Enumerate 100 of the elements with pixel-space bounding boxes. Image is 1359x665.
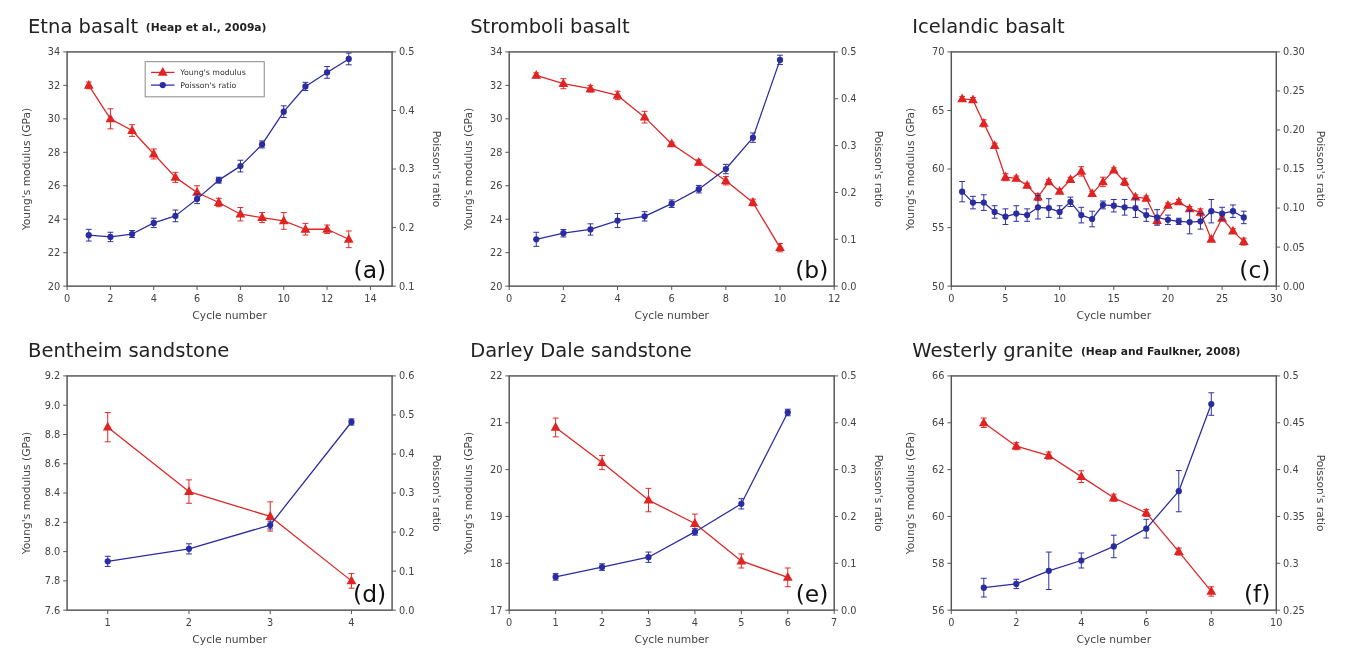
- y-tick-label: 24: [489, 213, 503, 225]
- y2-axis-title: Poisson's ratio: [872, 454, 886, 532]
- x-tick-label: 14: [364, 292, 377, 304]
- point: [782, 572, 793, 581]
- y-axis-title: Young's modulus (GPa): [462, 107, 476, 232]
- y-axis-title: Young's modulus (GPa): [904, 431, 918, 556]
- y-tick-label: 60: [932, 510, 945, 522]
- y-tick-label: 7.8: [44, 575, 61, 587]
- x-tick-label: 2: [1013, 616, 1020, 628]
- y2-tick-label: 0.20: [1283, 124, 1305, 136]
- y2-tick-label: 0.1: [398, 280, 415, 292]
- y2-tick-label: 0.1: [841, 233, 857, 245]
- point: [959, 188, 966, 195]
- point: [1045, 567, 1052, 574]
- point: [1108, 164, 1119, 174]
- point: [957, 93, 968, 103]
- x-tick-label: 12: [827, 292, 841, 304]
- point: [184, 486, 194, 495]
- y2-tick-label: 0.3: [841, 140, 857, 152]
- x-tick-label: 25: [1215, 292, 1229, 304]
- x-tick-label: 4: [1078, 616, 1085, 628]
- y2-tick-label: 0.1: [841, 557, 857, 569]
- x-tick-label: 5: [1002, 292, 1009, 304]
- x-tick-label: 2: [107, 292, 114, 304]
- y2-tick-label: 0.2: [841, 186, 857, 198]
- point: [346, 575, 357, 585]
- y2-axis-title: Poisson's ratio: [1314, 454, 1328, 532]
- annotation: (e): [795, 580, 829, 609]
- point: [1240, 214, 1247, 221]
- chart-title: Etna basalt: [28, 15, 139, 39]
- point: [1065, 174, 1076, 183]
- point: [1208, 400, 1215, 408]
- annotation: (b): [795, 256, 829, 285]
- y2-tick-label: 0.4: [841, 93, 857, 105]
- y-tick-label: 7.6: [44, 604, 61, 616]
- x-tick-label: 10: [1053, 292, 1066, 304]
- y2-tick-label: 0.0: [841, 280, 857, 292]
- x-axis-title: Cycle number: [192, 633, 268, 647]
- chart-subtitle: (Heap et al., 2009a): [145, 21, 267, 35]
- y-tick-label: 32: [47, 79, 61, 91]
- x-tick-label: 4: [150, 292, 157, 304]
- x-tick-label: 4: [691, 616, 699, 628]
- chart-title: Westerly granite: [912, 339, 1074, 363]
- point: [1034, 204, 1042, 211]
- y2-axis-title: Poisson's ratio: [872, 130, 886, 208]
- point: [257, 212, 267, 221]
- point: [597, 457, 607, 467]
- x-tick-label: 0: [948, 292, 955, 304]
- x-tick-label: 1: [552, 616, 559, 628]
- y2-tick-label: 0.4: [841, 417, 857, 429]
- y-tick-label: 19: [489, 510, 503, 522]
- chart-title: Icelandic basalt: [912, 15, 1066, 39]
- point: [1013, 210, 1020, 217]
- y-tick-label: 8.2: [44, 516, 61, 528]
- y-tick-label: 20: [47, 280, 61, 292]
- y-tick-label: 9.2: [44, 370, 61, 382]
- chart-title: Bentheim sandstone: [28, 339, 230, 363]
- point: [1043, 176, 1054, 186]
- y-tick-label: 22: [489, 247, 503, 259]
- point: [1087, 188, 1098, 198]
- point: [666, 138, 677, 148]
- y-tick-label: 70: [932, 46, 945, 58]
- y-tick-label: 8.8: [44, 428, 61, 440]
- y-tick-label: 21: [489, 417, 503, 429]
- y-axis-title: Young's modulus (GPa): [462, 431, 476, 556]
- x-tick-label: 10: [1270, 616, 1283, 628]
- x-tick-label: 3: [645, 616, 652, 628]
- y2-tick-label: 0.5: [398, 409, 415, 421]
- point: [1175, 488, 1182, 495]
- chart-title: Darley Dale sandstone: [470, 339, 692, 363]
- x-tick-label: 0: [948, 616, 955, 628]
- y-tick-label: 65: [932, 104, 945, 116]
- x-tick-label: 2: [560, 292, 567, 304]
- x-tick-label: 4: [348, 616, 355, 628]
- x-tick-label: 10: [277, 292, 290, 304]
- x-axis-title: Cycle number: [634, 633, 710, 647]
- x-tick-label: 6: [784, 616, 791, 628]
- y-tick-label: 26: [489, 180, 503, 192]
- x-tick-label: 3: [267, 616, 274, 628]
- chart-title: Stromboli basalt: [470, 15, 630, 39]
- y-tick-label: 9.0: [44, 399, 61, 411]
- y-tick-label: 56: [932, 604, 945, 616]
- annotation: (a): [353, 256, 387, 285]
- point: [1197, 218, 1204, 225]
- point: [1089, 215, 1096, 223]
- point: [1208, 208, 1215, 215]
- point: [736, 555, 747, 565]
- y2-tick-label: 0.2: [841, 510, 857, 522]
- y2-tick-label: 0.5: [841, 370, 857, 382]
- x-tick-label: 6: [1143, 616, 1150, 628]
- point: [550, 422, 561, 431]
- point: [968, 94, 978, 104]
- x-tick-label: 10: [773, 292, 787, 304]
- point: [1173, 196, 1184, 206]
- y2-tick-label: 0.5: [1283, 370, 1299, 382]
- x-tick-label: 15: [1107, 292, 1120, 304]
- y2-axis-title: Poisson's ratio: [430, 454, 444, 532]
- y2-tick-label: 0.25: [1283, 85, 1305, 97]
- x-tick-label: 6: [193, 292, 201, 304]
- point: [1121, 204, 1128, 211]
